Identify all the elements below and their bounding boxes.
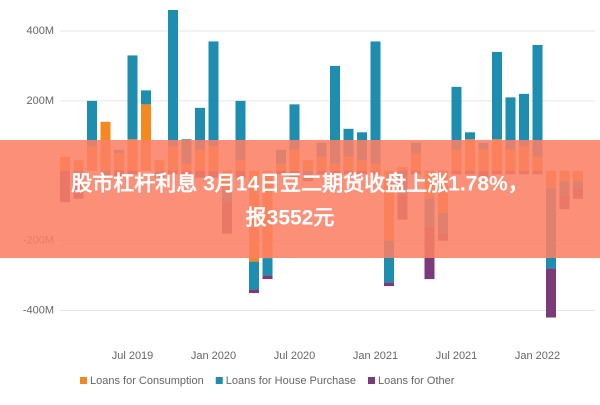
legend-label: Loans for Consumption	[90, 375, 204, 387]
bar-segment	[465, 132, 475, 140]
bar-segment	[249, 289, 259, 294]
bar-segment	[384, 240, 394, 283]
banner-background	[0, 140, 600, 258]
x-tick-label: Jan 2022	[515, 350, 560, 362]
bar-segment	[370, 41, 381, 164]
bar-segment	[208, 41, 219, 147]
y-tick-label: 200M	[26, 95, 54, 107]
bar-segment	[141, 104, 151, 171]
bar-segment	[141, 90, 151, 105]
bar-segment	[519, 93, 529, 147]
bar-segment	[451, 86, 462, 150]
bar-segment	[249, 261, 259, 290]
bar-segment	[262, 258, 273, 276]
banner-text: 报3552元	[246, 206, 335, 230]
y-tick-label: -400M	[23, 304, 54, 316]
legend-label: Loans for Other	[378, 375, 455, 387]
bar-segment	[505, 97, 516, 150]
bar-segment	[492, 51, 502, 140]
legend-swatch	[215, 377, 223, 384]
bar-segment	[262, 275, 273, 280]
x-tick-label: Jul 2021	[436, 350, 478, 362]
bar-segment	[330, 65, 340, 164]
x-tick-label: Jul 2020	[274, 350, 316, 362]
bar-segment	[195, 107, 205, 150]
bar-segment	[289, 104, 300, 150]
y-tick-label: 400M	[26, 25, 54, 37]
bar-segment	[168, 9, 178, 147]
x-tick-label: Jan 2020	[191, 350, 236, 362]
banner-text: 股市杠杆利息 3月14日豆二期货收盘上涨1.78%，	[71, 172, 528, 196]
bar-segment	[532, 44, 543, 157]
bar-segment	[87, 100, 97, 147]
bar-segment	[384, 282, 394, 287]
bar-segment	[127, 55, 138, 140]
x-tick-label: Jul 2019	[112, 350, 154, 362]
bar-segment	[546, 268, 556, 318]
legend-swatch	[367, 377, 375, 384]
x-tick-label: Jan 2021	[353, 350, 398, 362]
legend-label: Loans for House Purchase	[226, 375, 356, 387]
legend-swatch	[80, 377, 87, 384]
bar-segment	[235, 100, 246, 161]
